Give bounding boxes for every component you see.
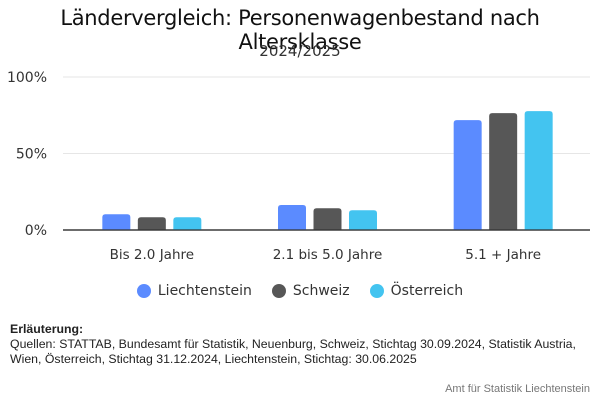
notes-heading: Erläuterung: [10, 322, 84, 336]
legend-marker-icon [136, 284, 151, 298]
bar[interactable] [137, 217, 166, 230]
legend-marker-icon [271, 284, 286, 298]
credit: Amt für Statistik Liechtenstein [445, 383, 590, 395]
notes-text: Quellen: STATTAB, Bundesamt für Statisti… [10, 337, 576, 366]
y-tick-label: 100% [7, 70, 47, 86]
x-axis-labels: Bis 2.0 Jahre 2.1 bis 5.0 Jahre 5.1 + Jahr… [110, 247, 541, 263]
x-category-label: 5.1 + Jahre [465, 247, 541, 263]
notes: Erläuterung: Quellen: STATTAB, Bundesamt… [10, 322, 595, 367]
bars [63, 111, 590, 231]
bar[interactable] [278, 205, 306, 230]
legend-item[interactable]: Schweiz [271, 283, 350, 299]
legend: Liechtenstein Schweiz Österreich [0, 283, 600, 299]
bar[interactable] [349, 210, 377, 230]
x-category-label: Bis 2.0 Jahre [110, 247, 194, 263]
x-category-label: 2.1 bis 5.0 Jahre [273, 247, 383, 263]
chart-subtitle: 2024/2025 [259, 42, 341, 60]
bar[interactable] [453, 120, 482, 230]
y-tick-label: 50% [16, 147, 47, 163]
bar[interactable] [173, 217, 202, 230]
legend-item[interactable]: Liechtenstein [136, 283, 252, 299]
y-axis-ticks: 0% 50% 100% [7, 70, 47, 239]
legend-label: Liechtenstein [157, 283, 252, 299]
legend-marker-icon [369, 284, 384, 298]
legend-item[interactable]: Österreich [369, 283, 464, 299]
bar-chart: 0% 50% 100% Bis 2.0 Jahre 2.1 bis 5.0 Jahre… [7, 70, 590, 263]
bar[interactable] [489, 113, 518, 230]
legend-label: Schweiz [292, 283, 350, 299]
bar[interactable] [524, 111, 553, 230]
legend-label: Österreich [390, 283, 464, 299]
bar[interactable] [313, 208, 342, 230]
y-tick-label: 0% [25, 223, 47, 239]
bar[interactable] [102, 214, 131, 230]
chart-title: Ländervergleich: Personenwagenbestand na… [60, 6, 540, 54]
